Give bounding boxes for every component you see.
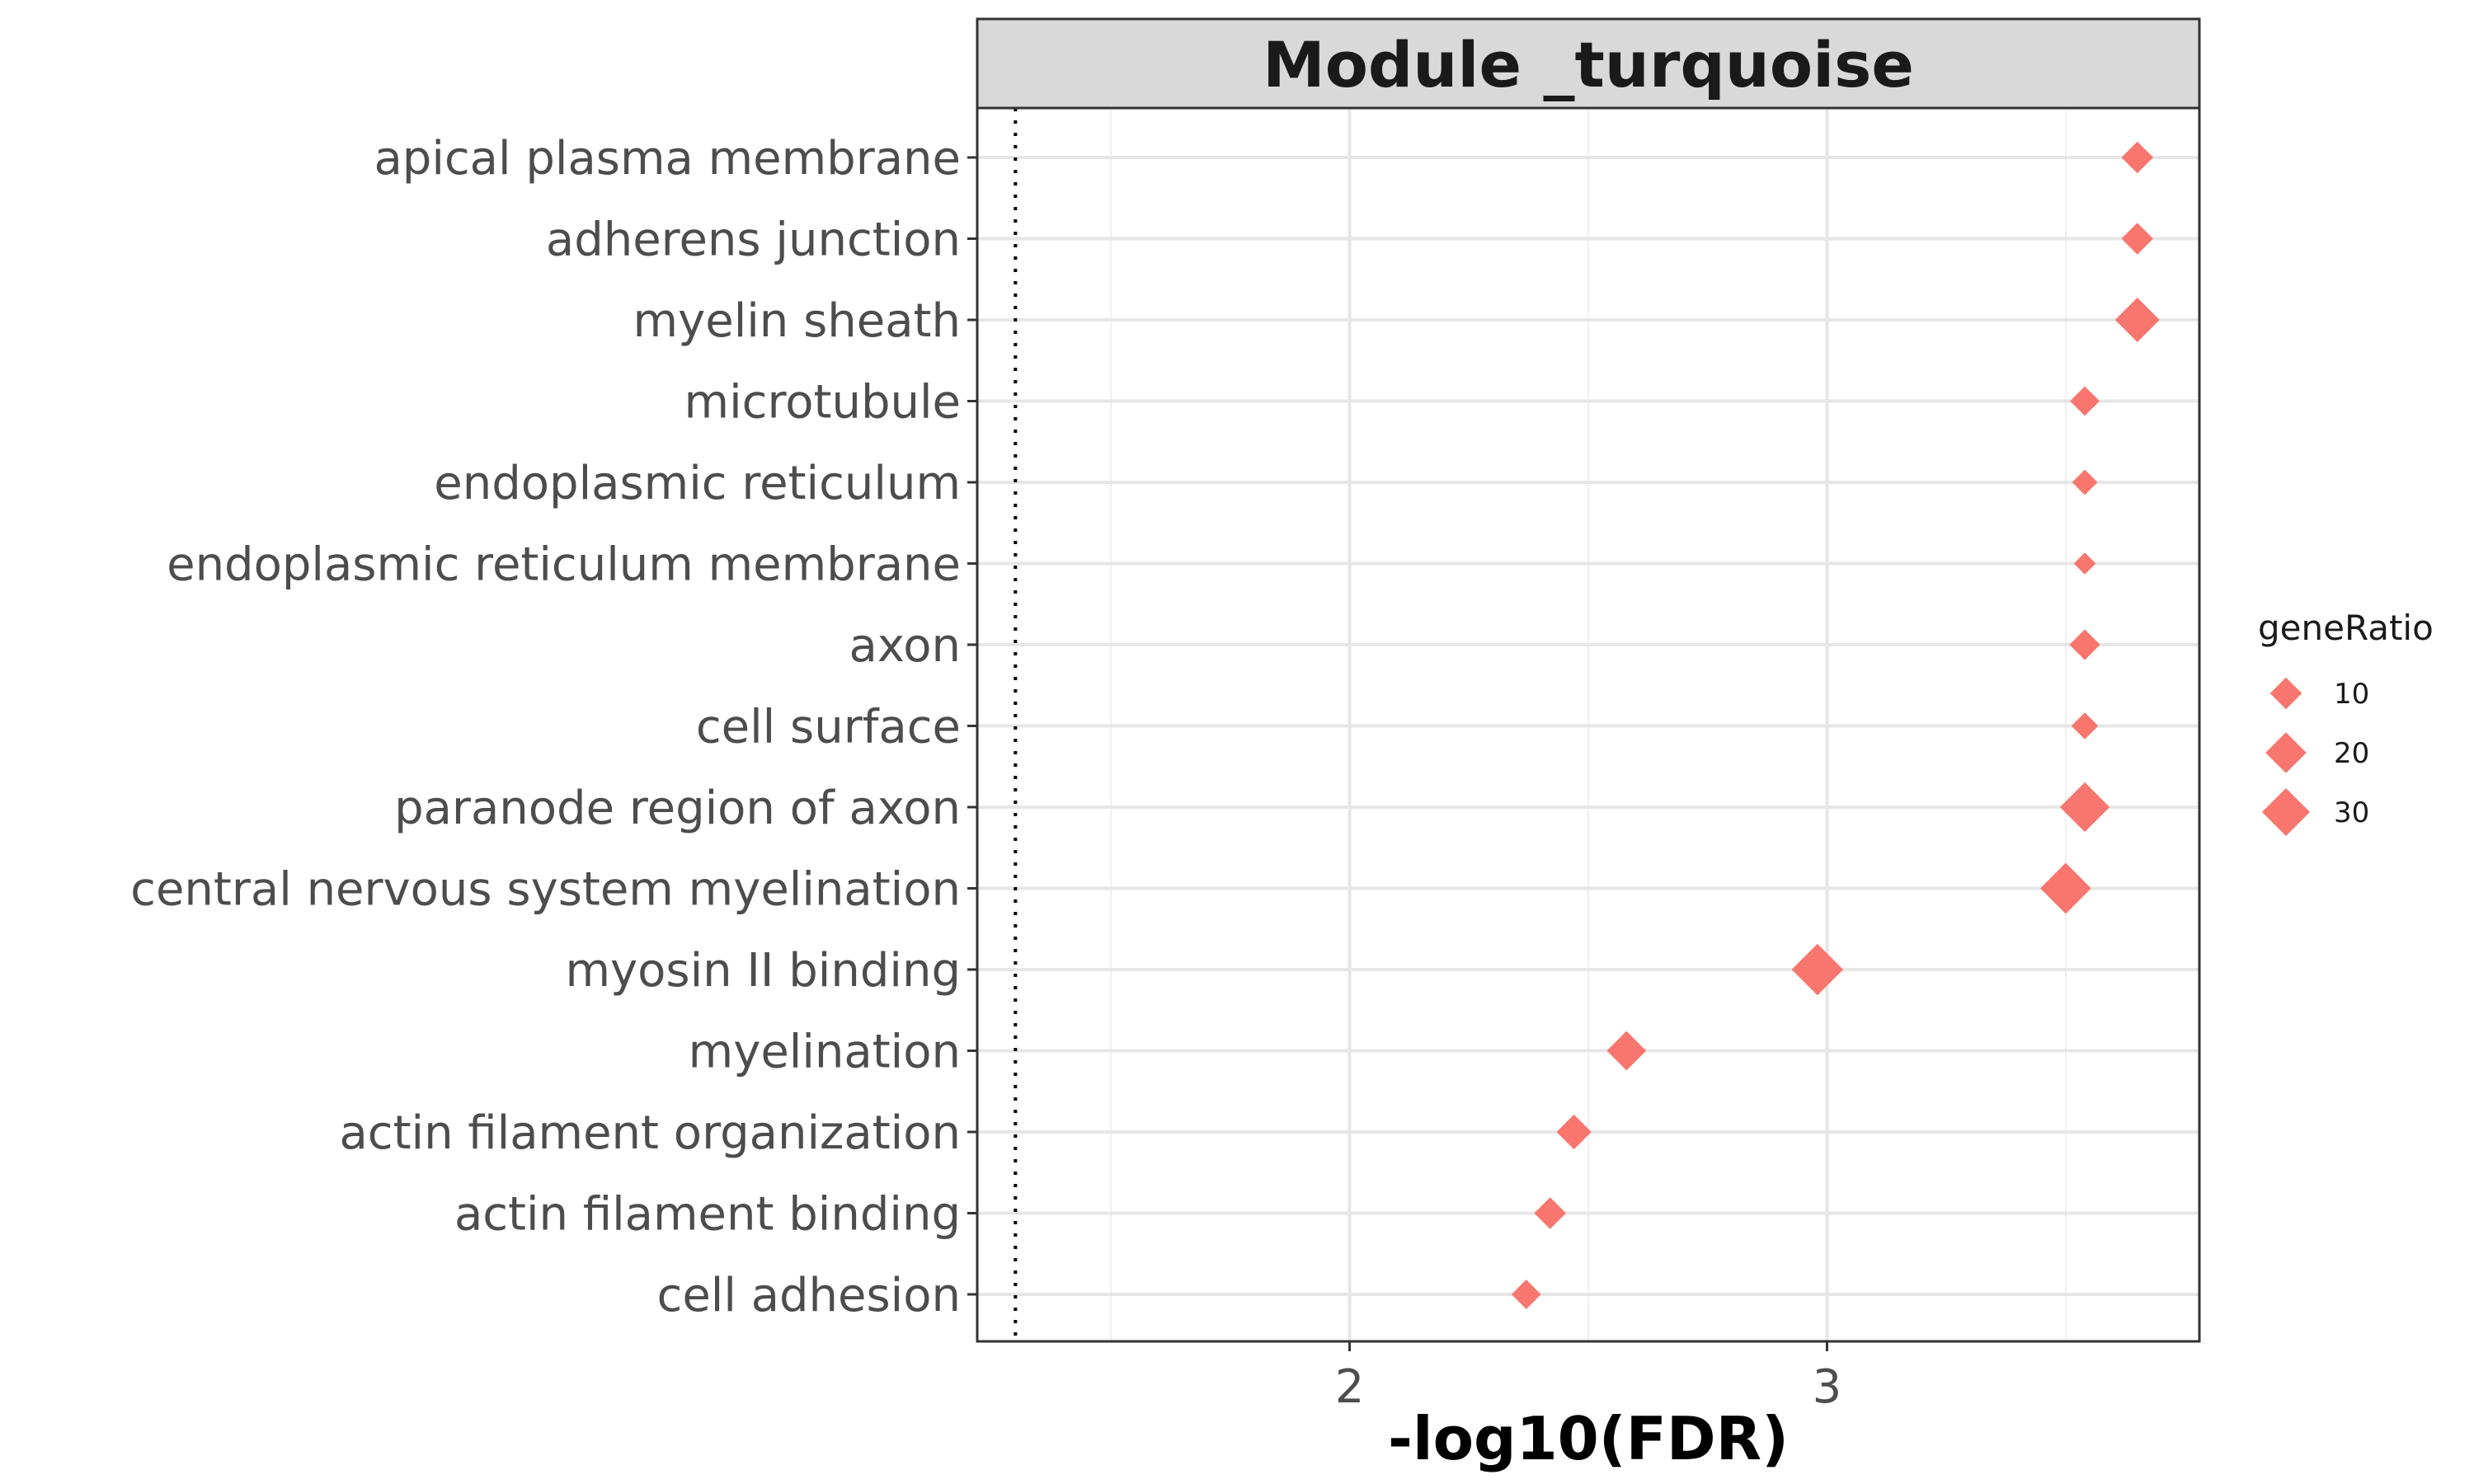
y-tick-label: axon <box>849 619 962 673</box>
legend: geneRatio 10 20 30 <box>2258 608 2434 837</box>
y-tick-label: microtubule <box>684 376 961 430</box>
y-tick-label: myosin II binding <box>565 944 961 998</box>
y-tick-label: central nervous system myelination <box>130 863 961 917</box>
y-tick-label: actin filament binding <box>454 1188 961 1242</box>
data-point <box>2121 223 2154 255</box>
y-tick-label: endoplasmic reticulum <box>434 457 961 510</box>
data-point <box>1606 1031 1647 1071</box>
legend-title: geneRatio <box>2258 608 2434 648</box>
y-tick-label: cell adhesion <box>657 1269 961 1322</box>
x-axis-title: -log10(FDR) <box>1388 1404 1789 1473</box>
legend-label: 30 <box>2334 796 2369 829</box>
data-point <box>2070 386 2100 416</box>
legend-label: 10 <box>2334 678 2369 711</box>
data-point <box>2072 469 2098 495</box>
data-points <box>1511 141 2160 1309</box>
data-point <box>2114 298 2160 342</box>
gridlines <box>977 108 2199 1341</box>
x-tick-label: 3 <box>1813 1360 1842 1414</box>
data-point <box>1556 1114 1592 1150</box>
legend-label: 20 <box>2334 737 2369 770</box>
x-tick-label: 2 <box>1335 1360 1365 1414</box>
legend-symbol <box>2265 732 2307 773</box>
data-point <box>2073 552 2096 575</box>
data-point <box>2059 782 2110 833</box>
data-point <box>2121 141 2154 174</box>
data-point <box>1511 1280 1541 1309</box>
facet-strip <box>976 17 2201 110</box>
y-tick-label: paranode region of axon <box>394 782 961 835</box>
data-point <box>1534 1197 1566 1229</box>
legend-symbol <box>2261 787 2311 837</box>
data-point <box>2069 629 2100 660</box>
data-point <box>2040 862 2091 914</box>
legend-symbol <box>2269 677 2302 710</box>
y-tick-label: actin filament organization <box>339 1106 961 1160</box>
data-point <box>1791 943 1844 996</box>
chart-title: Module _turquoise <box>1263 28 1914 101</box>
y-tick-label: myelin sheath <box>633 294 961 348</box>
y-tick-label: myelination <box>689 1026 961 1079</box>
y-tick-label: adherens junction <box>546 214 961 267</box>
y-tick-label: apical plasma membrane <box>374 132 961 186</box>
y-tick-label: cell surface <box>696 701 961 754</box>
data-point <box>2071 712 2099 740</box>
legend-items: 10 20 30 <box>2261 677 2369 837</box>
y-axis-labels: apical plasma membrane adherens junction m… <box>130 132 977 1322</box>
plot-border <box>976 106 2201 1343</box>
y-tick-label: endoplasmic reticulum membrane <box>167 538 961 592</box>
